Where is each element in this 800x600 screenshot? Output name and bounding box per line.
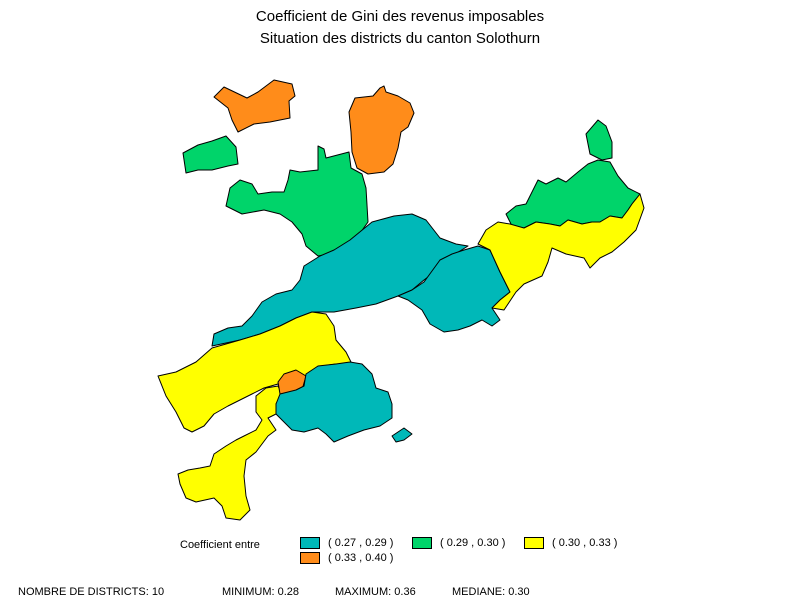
district-wasseramt-exclave[interactable] — [391, 427, 413, 443]
district-dorneck[interactable] — [348, 85, 415, 175]
district-gaeu[interactable] — [397, 245, 511, 333]
title-line-2: Situation des districts du canton Soloth… — [259, 30, 541, 47]
title-line-1: Coefficient de Gini des revenus imposabl… — [255, 8, 545, 25]
legend-item-class-3: ( 0.30 , 0.33 ) — [524, 537, 618, 550]
district-leimental-exclave[interactable] — [182, 135, 239, 174]
district-thierstein[interactable] — [225, 145, 369, 257]
legend-item-class-1: ( 0.27 , 0.29 ) — [300, 537, 394, 550]
legend-swatch — [300, 552, 320, 565]
legend-item-label: ( 0.27 , 0.29 ) — [328, 537, 394, 549]
legend-item-label: ( 0.29 , 0.30 ) — [440, 537, 506, 549]
legend-item-class-4: ( 0.33 , 0.40 ) — [300, 552, 394, 565]
district-count: NOMBRE DE DISTRICTS: 10 — [18, 586, 165, 598]
legend-swatch — [524, 537, 544, 550]
minimum-value: MINIMUM: 0.28 — [222, 586, 300, 598]
legend-item-label: ( 0.33 , 0.40 ) — [328, 552, 394, 564]
district-north-west-exclave[interactable] — [213, 79, 296, 133]
district-wasseramt[interactable] — [275, 361, 393, 443]
district-thal[interactable] — [211, 213, 469, 347]
district-bucheggberg[interactable] — [177, 385, 283, 521]
legend-label: Coefficient entre — [180, 539, 260, 551]
district-goesgen[interactable] — [477, 193, 645, 311]
legend-swatch — [300, 537, 320, 550]
map-title: Coefficient de Gini des revenus imposabl… — [0, 6, 800, 50]
legend-item-label: ( 0.30 , 0.33 ) — [552, 537, 618, 549]
legend-item-class-2: ( 0.29 , 0.30 ) — [412, 537, 506, 550]
maximum-value: MAXIMUM: 0.36 — [335, 586, 416, 598]
median-value: MEDIANE: 0.30 — [452, 586, 530, 598]
district-olten-north-exclave[interactable] — [585, 119, 613, 161]
legend-swatch — [412, 537, 432, 550]
